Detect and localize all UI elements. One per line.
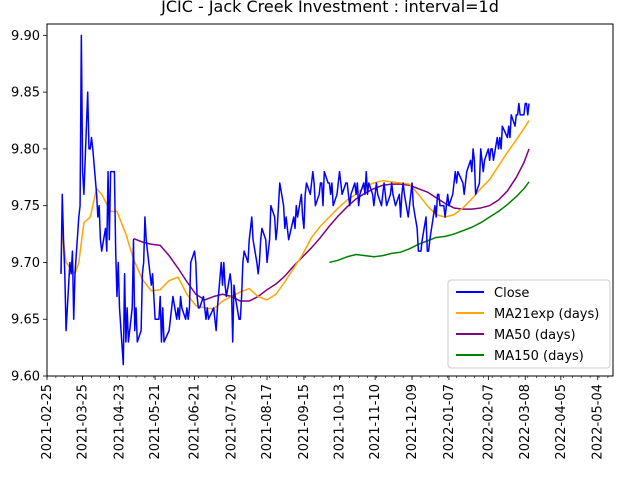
- x-tick-label: 2022-02-07: [481, 384, 496, 460]
- x-tick-label: 2021-05-21: [148, 384, 163, 460]
- x-tick-label: 2022-04-05: [554, 384, 569, 460]
- chart-title: JCIC - Jack Creek Investment : interval=…: [160, 0, 499, 16]
- x-tick-label: 2021-12-09: [405, 384, 420, 460]
- x-tick-label: 2021-11-10: [368, 384, 383, 460]
- y-tick-label: 9.70: [11, 256, 40, 271]
- y-tick-label: 9.90: [11, 29, 40, 44]
- y-tick-label: 9.80: [11, 142, 40, 157]
- legend-label-close: Close: [494, 286, 529, 301]
- y-tick-label: 9.85: [11, 86, 40, 101]
- plot-frame: [46, 23, 614, 377]
- y-tick-label: 9.65: [11, 313, 40, 328]
- series-layer: [60, 34, 530, 366]
- x-tick-label: 2021-07-20: [224, 384, 239, 460]
- x-tick-label: 2021-04-23: [112, 384, 127, 460]
- y-axis: 9.60 9.65 9.70 9.75 9.80 9.85 9.90: [11, 29, 47, 385]
- series-line-ma21exp-days: [60, 120, 530, 310]
- x-tick-label: 2021-03-25: [76, 384, 91, 460]
- series-line-ma150-days: [329, 181, 530, 264]
- x-tick-label: 2022-03-08: [518, 384, 533, 460]
- legend-box: [447, 279, 611, 369]
- x-tick-label: 2021-10-13: [333, 384, 348, 460]
- x-tick-label: 2022-01-07: [442, 384, 457, 460]
- x-tick-label: 2021-02-25: [40, 384, 55, 460]
- series-line-close: [60, 34, 530, 366]
- y-tick-label: 9.75: [11, 199, 40, 214]
- legend-label-ma21exp: MA21exp (days): [494, 307, 599, 322]
- x-tick-label: 2021-08-17: [260, 384, 275, 460]
- y-tick-label: 9.60: [11, 370, 40, 385]
- x-tick-label: 2021-09-15: [297, 384, 312, 460]
- legend-label-ma50: MA50 (days): [494, 328, 576, 343]
- x-axis: 2021-02-25 2021-03-25 2021-04-23 2021-05-21…: [40, 376, 609, 460]
- series-line-ma50-days: [133, 148, 530, 302]
- legend: Close MA21exp (days) MA50 (days) MA150 (…: [447, 279, 611, 369]
- legend-label-ma150: MA150 (days): [494, 349, 584, 364]
- x-tick-label: 2022-05-04: [591, 384, 606, 460]
- x-tick-label: 2021-06-21: [188, 384, 203, 460]
